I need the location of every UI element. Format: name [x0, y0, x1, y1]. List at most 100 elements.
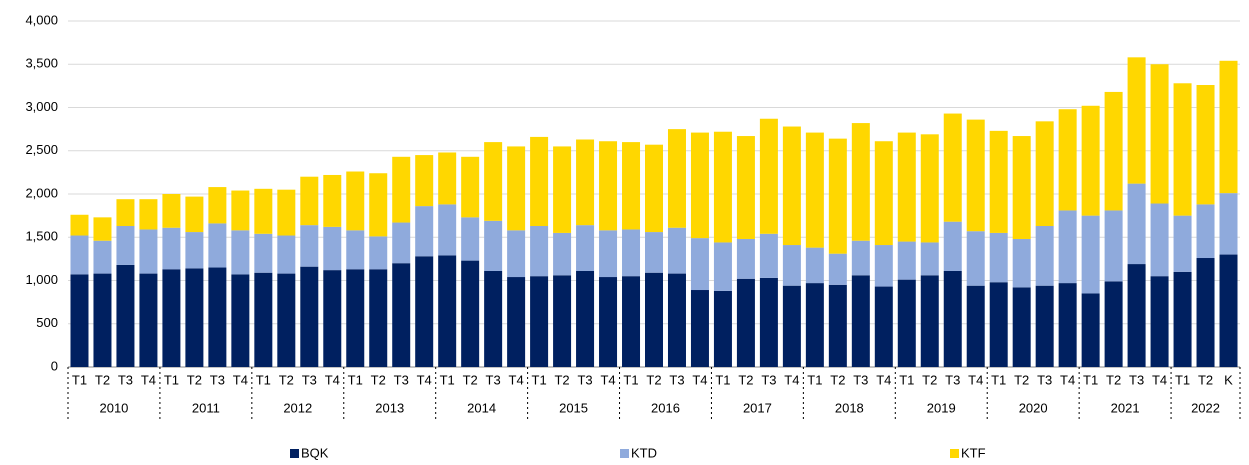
legend-swatch — [290, 449, 299, 458]
x-tick-label: T1 — [440, 372, 455, 387]
x-tick-label: T2 — [463, 372, 478, 387]
x-tick-label: T3 — [210, 372, 225, 387]
bar-segment — [530, 226, 549, 277]
legend-label: KTD — [631, 445, 657, 460]
bar-segment — [759, 118, 778, 234]
x-group-label: 2019 — [927, 400, 956, 415]
bar-segment — [1219, 60, 1238, 194]
x-tick-label: T4 — [1152, 372, 1167, 387]
bar-segment — [1081, 215, 1100, 294]
bar-segment — [277, 235, 296, 274]
bar-segment — [989, 232, 1008, 283]
bar-segment — [805, 132, 824, 248]
bar-segment — [415, 155, 434, 207]
bar-segment — [185, 196, 204, 233]
x-tick-label: T1 — [532, 372, 547, 387]
bar-segment — [461, 217, 480, 261]
x-tick-label: T1 — [1175, 372, 1190, 387]
x-tick-label: T4 — [325, 372, 340, 387]
bar-segment — [989, 282, 1008, 367]
bar-segment — [231, 190, 250, 231]
x-tick-label: T1 — [899, 372, 914, 387]
bar-segment — [484, 270, 503, 367]
bar-segment — [70, 214, 89, 236]
bar-segment — [208, 187, 227, 224]
x-tick-label: T2 — [279, 372, 294, 387]
x-tick-label: T4 — [784, 372, 799, 387]
bar-segment — [139, 273, 158, 367]
bar-segment — [185, 232, 204, 269]
bar-segment — [507, 146, 526, 231]
bar-segment — [759, 277, 778, 367]
bar-segment — [553, 275, 572, 367]
x-group-label: 2013 — [375, 400, 404, 415]
x-group-label: 2015 — [559, 400, 588, 415]
bar-segment — [116, 264, 135, 367]
bar-segment — [1104, 91, 1123, 211]
bar-segment — [645, 144, 663, 233]
x-group-label: 2017 — [743, 400, 772, 415]
bar-segment — [369, 269, 388, 367]
y-tick-label: 2,500 — [25, 142, 58, 157]
bar-segment — [231, 274, 250, 367]
x-tick-label: T2 — [187, 372, 202, 387]
bar-segment — [1058, 210, 1077, 284]
bar-segment — [162, 269, 181, 367]
bar-segment — [851, 240, 870, 276]
bar-segment — [1104, 210, 1123, 282]
y-tick-label: 0 — [51, 358, 58, 373]
bar-segment — [805, 247, 824, 284]
bar-segment — [690, 290, 709, 367]
x-tick-label: T1 — [348, 372, 363, 387]
x-tick-label: K — [1224, 372, 1233, 387]
x-tick-label: T3 — [761, 372, 776, 387]
x-tick-label: T4 — [1060, 372, 1075, 387]
bar-segment — [966, 119, 985, 232]
y-tick-label: 3,000 — [25, 99, 58, 114]
bar-segment — [484, 142, 503, 221]
bar-segment — [828, 138, 847, 254]
bar-segment — [1173, 271, 1192, 367]
x-tick-label: T4 — [692, 372, 707, 387]
x-tick-label: T3 — [1037, 372, 1052, 387]
bar-segment — [599, 230, 618, 278]
x-group-label: 2021 — [1111, 400, 1140, 415]
bar-segment — [1173, 83, 1192, 216]
bar-segment — [1219, 254, 1238, 367]
legend-label: KTF — [961, 445, 986, 460]
bar-segment — [920, 134, 939, 243]
bar-segment — [736, 238, 755, 279]
bar-segment — [1058, 109, 1077, 211]
x-tick-label: T3 — [669, 372, 684, 387]
x-tick-label: T3 — [302, 372, 317, 387]
bar-segment — [185, 268, 204, 367]
bar-segment — [828, 284, 847, 367]
bar-segment — [392, 156, 411, 223]
x-tick-label: T2 — [1106, 372, 1121, 387]
bar-segment — [874, 141, 893, 246]
x-tick-label: T1 — [991, 372, 1006, 387]
bar-segment — [1196, 258, 1215, 367]
bar-segment — [530, 136, 549, 227]
bar-segment — [736, 136, 755, 239]
bar-segment — [622, 276, 641, 367]
bar-segment — [599, 141, 618, 231]
bar-segment — [897, 241, 916, 280]
bar-segment — [645, 272, 663, 367]
bar-segment — [369, 236, 388, 270]
legend-swatch — [620, 449, 629, 458]
bar-segment — [736, 278, 755, 367]
bar-segment — [415, 256, 434, 367]
bar-segment — [943, 221, 962, 271]
bar-segment — [346, 171, 365, 231]
bar-segment — [874, 286, 893, 367]
bar-segment — [576, 270, 595, 367]
bar-segment — [139, 199, 158, 230]
bar-segment — [139, 229, 158, 274]
x-group-label: 2010 — [99, 400, 128, 415]
bar-segment — [1081, 293, 1100, 367]
bar-segment — [323, 270, 342, 367]
x-group-label: 2011 — [192, 400, 220, 415]
bar-segment — [277, 189, 296, 236]
